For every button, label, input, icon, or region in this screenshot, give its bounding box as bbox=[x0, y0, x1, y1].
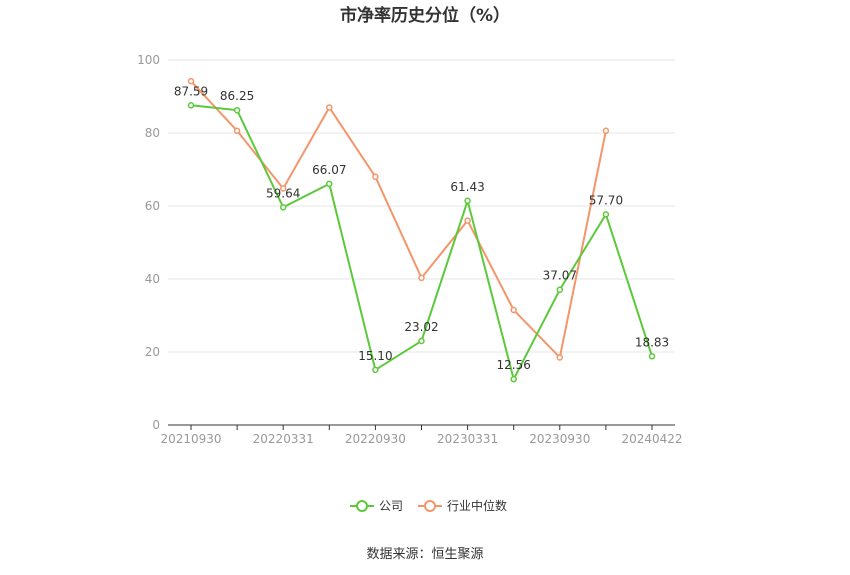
data-point bbox=[372, 173, 379, 181]
x-tick-label: 20220331 bbox=[253, 432, 314, 446]
data-point bbox=[326, 180, 333, 188]
data-point bbox=[556, 354, 564, 361]
series-layer bbox=[187, 77, 656, 383]
x-tick-label: 20230930 bbox=[529, 432, 590, 446]
data-point bbox=[233, 127, 241, 135]
data-label: 18.83 bbox=[635, 335, 669, 349]
data-point bbox=[418, 274, 425, 282]
data-point bbox=[372, 366, 379, 374]
series-line bbox=[190, 80, 607, 360]
data-label: 12.56 bbox=[497, 358, 531, 372]
data-label: 86.25 bbox=[220, 89, 254, 103]
data-label: 37.07 bbox=[543, 269, 577, 283]
legend-swatch-marker bbox=[424, 500, 436, 512]
data-label: 66.07 bbox=[312, 163, 346, 177]
data-point bbox=[326, 104, 333, 111]
data-point bbox=[464, 197, 471, 205]
x-tick-label: 20240422 bbox=[621, 432, 682, 446]
x-tick-label: 20230331 bbox=[437, 432, 498, 446]
data-point bbox=[187, 102, 195, 109]
data-label: 61.43 bbox=[450, 180, 484, 194]
data-label: 23.02 bbox=[404, 320, 438, 334]
data-point bbox=[187, 77, 195, 85]
data-label: 15.10 bbox=[358, 349, 392, 363]
data-label: 57.70 bbox=[589, 193, 623, 207]
legend-label: 行业中位数 bbox=[447, 498, 507, 513]
legend-item[interactable]: 行业中位数 bbox=[418, 498, 507, 513]
data-point bbox=[556, 286, 564, 293]
x-tick-label: 20220930 bbox=[345, 432, 406, 446]
y-tick-label: 60 bbox=[145, 199, 160, 213]
data-point bbox=[464, 217, 471, 224]
data-point bbox=[418, 337, 425, 345]
data-point bbox=[648, 353, 656, 360]
y-tick-label: 100 bbox=[137, 53, 160, 67]
data-point bbox=[510, 306, 517, 314]
data-label: 59.64 bbox=[266, 186, 300, 200]
legend[interactable]: 公司 行业中位数 bbox=[350, 498, 507, 513]
legend-item[interactable]: 公司 bbox=[350, 499, 403, 513]
data-point bbox=[602, 127, 610, 135]
chart-title: 市净率历史分位（%） bbox=[340, 5, 510, 26]
grid bbox=[168, 59, 675, 353]
x-axis: 20210930 20220331 20220930 20230331 20230930… bbox=[160, 424, 683, 446]
data-point bbox=[602, 211, 610, 218]
x-tick-label: 20210930 bbox=[160, 432, 221, 446]
source-text: 数据来源：恒生聚源 bbox=[366, 547, 483, 562]
y-tick-label: 0 bbox=[152, 418, 160, 432]
data-labels: 87.59 86.25 59.64 66.07 15.10 23.02 61.43 12.56… bbox=[174, 84, 669, 372]
data-point bbox=[279, 185, 287, 192]
data-point bbox=[510, 375, 517, 383]
y-tick-label: 80 bbox=[145, 126, 160, 140]
y-axis: 0 20 40 60 80 100 bbox=[137, 53, 160, 432]
data-point bbox=[279, 204, 287, 211]
y-tick-label: 40 bbox=[145, 272, 160, 286]
y-tick-label: 20 bbox=[145, 345, 160, 359]
legend-label: 公司 bbox=[379, 499, 403, 513]
data-label: 87.59 bbox=[174, 84, 208, 98]
legend-swatch-marker bbox=[356, 500, 368, 512]
data-point bbox=[233, 106, 241, 114]
